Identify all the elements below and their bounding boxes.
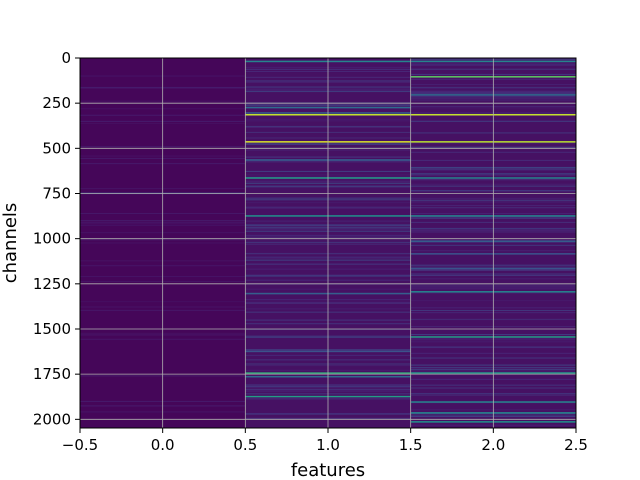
y-tick-label: 500 (42, 139, 71, 157)
x-tick-label: 0.0 (151, 436, 175, 454)
x-tick-label: −0.5 (62, 436, 98, 454)
x-tick-label: 1.0 (316, 436, 340, 454)
y-tick-label: 0 (61, 49, 71, 67)
y-tick-label: 2000 (33, 410, 71, 428)
y-tick-label: 750 (42, 184, 71, 202)
y-tick-label: 1250 (33, 275, 71, 293)
x-axis-label: features (291, 460, 365, 480)
x-tick-label: 2.5 (564, 436, 588, 454)
x-axis: −0.5 0.0 0.5 1.0 1.5 2.0 2.5 (62, 428, 588, 454)
y-axis: 0 250 500 750 1000 1250 1500 1750 2000 (33, 49, 80, 428)
x-tick-label: 0.5 (233, 436, 257, 454)
y-tick-label: 1750 (33, 365, 71, 383)
y-tick-label: 250 (42, 94, 71, 112)
y-axis-label: channels (0, 203, 21, 284)
y-tick-label: 1500 (33, 320, 71, 338)
y-tick-label: 1000 (33, 230, 71, 248)
x-tick-label: 1.5 (399, 436, 423, 454)
x-tick-label: 2.0 (481, 436, 505, 454)
